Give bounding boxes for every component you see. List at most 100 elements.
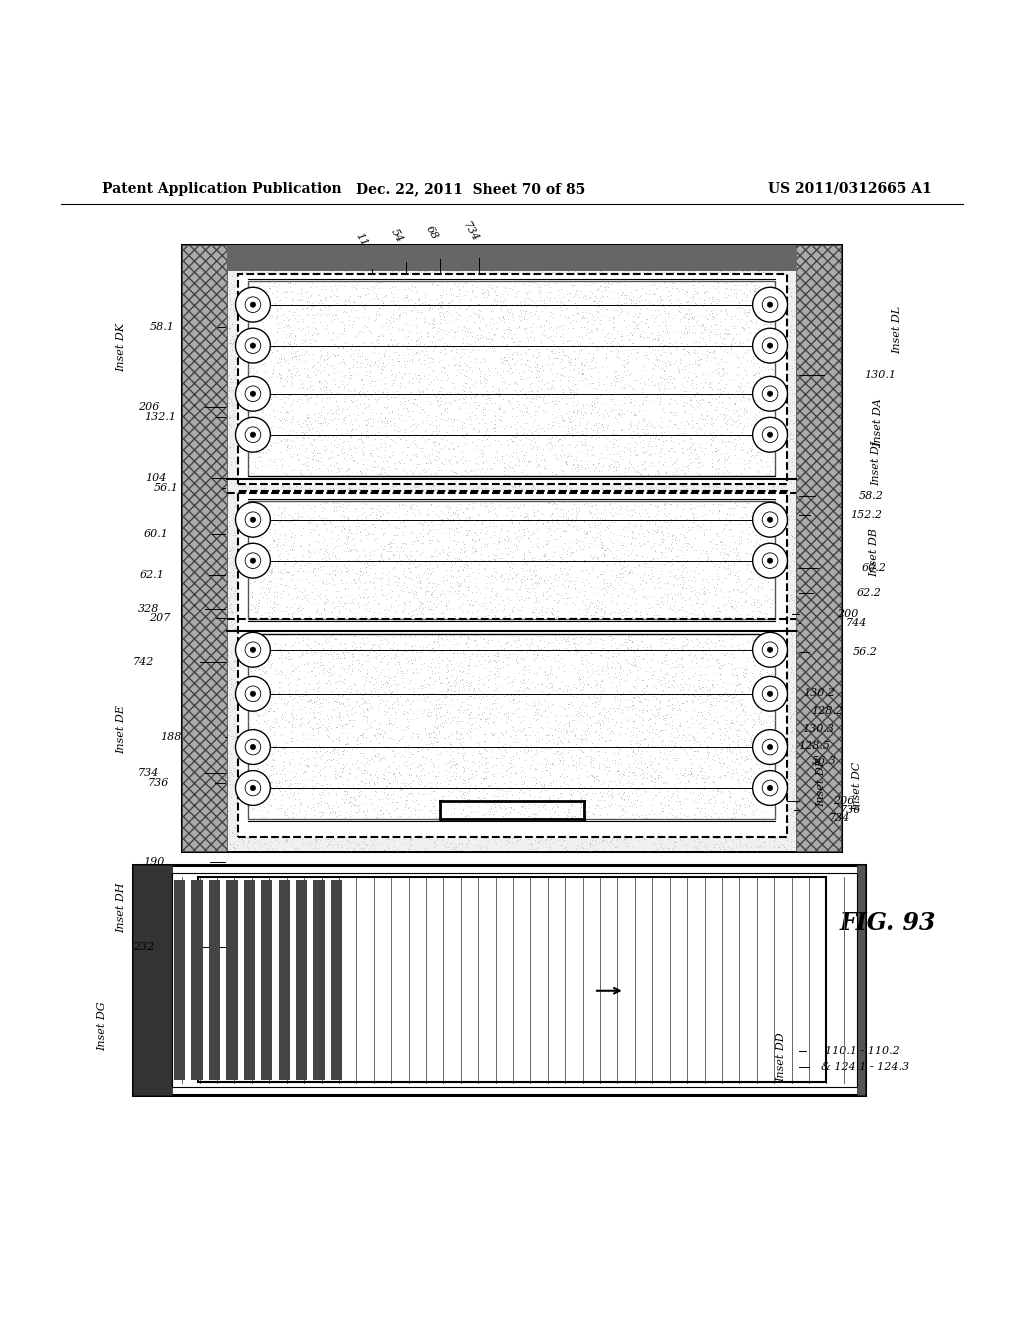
- Point: [492, 785, 508, 807]
- Point: [516, 300, 532, 321]
- Point: [449, 672, 465, 693]
- Point: [732, 719, 749, 741]
- Point: [631, 524, 647, 545]
- Point: [635, 764, 651, 785]
- Point: [585, 566, 601, 587]
- Point: [699, 401, 716, 422]
- Point: [534, 607, 550, 628]
- Point: [328, 399, 344, 420]
- Point: [365, 255, 381, 276]
- Point: [748, 368, 764, 389]
- Point: [424, 412, 440, 433]
- Point: [285, 288, 301, 309]
- Point: [573, 354, 590, 375]
- Point: [551, 338, 567, 359]
- Point: [759, 425, 775, 446]
- Point: [319, 682, 336, 704]
- Point: [346, 755, 362, 776]
- Point: [750, 766, 766, 787]
- Point: [589, 614, 605, 635]
- Point: [691, 631, 708, 652]
- Point: [632, 764, 648, 785]
- Point: [560, 706, 577, 727]
- Point: [651, 587, 668, 609]
- Point: [220, 272, 237, 293]
- Point: [497, 401, 513, 422]
- Point: [481, 391, 498, 412]
- Point: [535, 718, 551, 739]
- Point: [573, 560, 590, 581]
- Point: [559, 269, 575, 290]
- Point: [481, 647, 498, 668]
- Point: [551, 253, 567, 275]
- Point: [605, 444, 622, 465]
- Point: [222, 256, 239, 277]
- Point: [549, 387, 565, 408]
- Point: [750, 487, 766, 508]
- Point: [475, 348, 492, 370]
- Point: [599, 416, 615, 437]
- Point: [353, 762, 370, 783]
- Point: [240, 379, 256, 400]
- Point: [416, 492, 432, 513]
- Point: [501, 411, 517, 432]
- Point: [466, 701, 482, 722]
- Point: [744, 612, 761, 634]
- Point: [355, 366, 372, 387]
- Point: [615, 539, 632, 560]
- Point: [646, 524, 663, 545]
- Point: [241, 797, 257, 818]
- Point: [284, 319, 300, 341]
- Point: [676, 414, 692, 436]
- Point: [315, 632, 332, 653]
- Point: [557, 678, 573, 700]
- Point: [370, 718, 386, 739]
- Point: [593, 323, 609, 345]
- Point: [231, 342, 248, 363]
- Point: [404, 335, 421, 356]
- Point: [734, 393, 751, 414]
- Point: [637, 414, 653, 436]
- Point: [398, 688, 415, 709]
- Point: [250, 656, 266, 677]
- Point: [544, 825, 560, 846]
- Point: [689, 764, 706, 785]
- Point: [611, 347, 628, 368]
- Point: [451, 383, 467, 404]
- Point: [676, 379, 692, 400]
- Point: [273, 568, 290, 589]
- Point: [292, 825, 308, 846]
- Point: [569, 442, 586, 463]
- Point: [256, 338, 272, 359]
- Point: [682, 313, 698, 334]
- Point: [327, 495, 343, 516]
- Point: [420, 442, 436, 463]
- Point: [435, 635, 452, 656]
- Point: [699, 294, 716, 315]
- Point: [285, 660, 301, 681]
- Point: [691, 424, 708, 445]
- Point: [562, 457, 579, 478]
- Point: [376, 696, 392, 717]
- Point: [676, 635, 692, 656]
- Point: [555, 813, 571, 834]
- Point: [279, 434, 295, 455]
- Point: [707, 710, 723, 731]
- Point: [526, 684, 543, 705]
- Point: [399, 789, 416, 810]
- Point: [757, 793, 773, 814]
- Point: [630, 642, 646, 663]
- Point: [559, 640, 575, 661]
- Point: [423, 370, 439, 391]
- Point: [278, 554, 294, 576]
- Point: [713, 755, 729, 776]
- Point: [464, 242, 480, 263]
- Point: [385, 755, 401, 776]
- Point: [439, 748, 456, 770]
- Point: [478, 418, 495, 440]
- Point: [440, 367, 457, 388]
- Point: [662, 333, 678, 354]
- Point: [582, 837, 598, 858]
- Point: [381, 644, 397, 665]
- Point: [711, 372, 727, 393]
